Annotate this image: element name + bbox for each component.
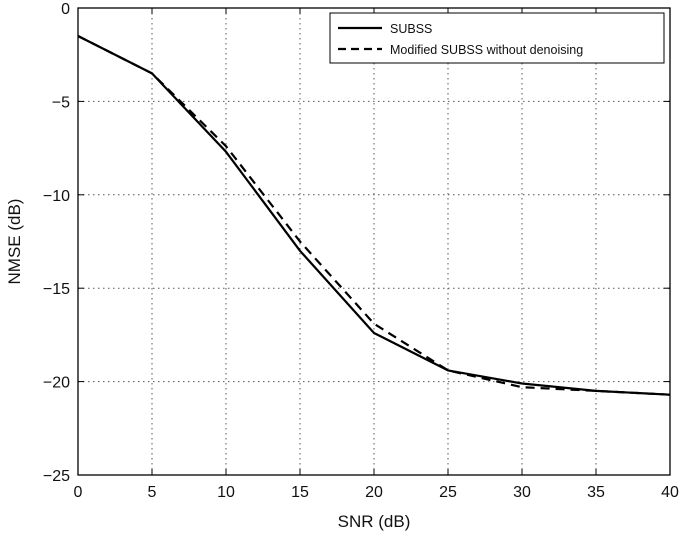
y-tick-label: 0: [61, 1, 70, 18]
x-tick-label: 20: [365, 484, 383, 501]
grid: [78, 8, 670, 475]
x-tick-label: 10: [217, 484, 235, 501]
y-tick-label: −5: [52, 94, 70, 111]
y-axis-label: NMSE (dB): [5, 199, 24, 285]
x-tick-label: 40: [661, 484, 679, 501]
series-line-subss: [77, 35, 671, 396]
legend: SUBSS Modified SUBSS without denoising: [329, 12, 665, 64]
x-tick-label: 5: [148, 484, 157, 501]
legend-label-subss: SUBSS: [390, 22, 432, 36]
x-axis-label: SNR (dB): [338, 512, 411, 531]
x-tick-label: 15: [291, 484, 309, 501]
legend-label-modified-subss: Modified SUBSS without denoising: [390, 43, 583, 57]
series-layer: [77, 35, 671, 396]
y-tick-label: −10: [43, 188, 70, 205]
y-tick-label: −20: [43, 375, 70, 392]
x-tick-label: 30: [513, 484, 531, 501]
x-tick-label: 0: [74, 484, 83, 501]
y-tick-label: −15: [43, 281, 70, 298]
y-tick-label: −25: [43, 468, 70, 485]
x-tick-label: 35: [587, 484, 605, 501]
legend-box: [329, 12, 665, 64]
x-tick-label: 25: [439, 484, 457, 501]
axis-ticks: 0 5 10 15 20 25 30 35 40 0 −5 −10 −15 −20 −25: [43, 1, 679, 501]
series-line-modified-subss: [77, 35, 671, 396]
